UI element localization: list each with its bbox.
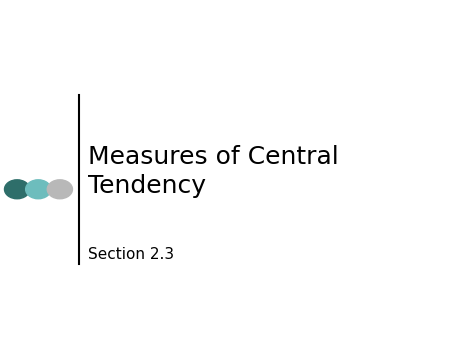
Circle shape (4, 180, 30, 199)
Text: Section 2.3: Section 2.3 (88, 247, 174, 262)
Circle shape (26, 180, 51, 199)
Circle shape (47, 180, 72, 199)
Text: Measures of Central
Tendency: Measures of Central Tendency (88, 145, 338, 198)
